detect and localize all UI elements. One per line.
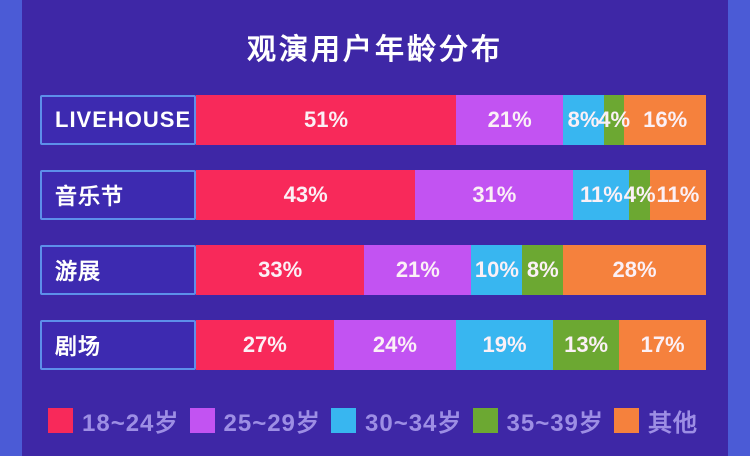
legend-label: 18~24岁 [82, 410, 180, 437]
bar-segment: 51% [196, 95, 457, 145]
legend-label: 25~29岁 [223, 410, 321, 437]
bar-segment: 27% [196, 320, 334, 370]
chart-row: 剧场 27% 24% 19% 13% 17% [40, 320, 728, 370]
legend-item: 30~34岁 [331, 403, 462, 438]
category-label-box: 音乐节 [40, 170, 196, 220]
legend-swatch [48, 408, 73, 433]
legend-item: 35~39岁 [472, 403, 604, 438]
segment-value-label: 24% [372, 332, 417, 357]
segment-value-label: 4% [598, 107, 631, 132]
bar-segment: 21% [364, 245, 472, 295]
segment-value-label: 11% [656, 182, 700, 207]
bar-segment: 13% [552, 320, 620, 370]
bar-segment: 8% [522, 245, 564, 295]
bar-segment: 17% [619, 320, 706, 370]
bar-segment: 21% [456, 95, 564, 145]
legend-item: 18~24岁 [48, 403, 179, 438]
category-label: LIVEHOUSE [55, 107, 192, 132]
segment-value-label: 31% [472, 182, 517, 207]
category-label: 音乐节 [55, 184, 125, 209]
segment-value-label: 19% [482, 332, 527, 357]
legend-item: 其他 [614, 403, 698, 438]
bar-segment: 4% [598, 95, 630, 145]
category-label-box: 剧场 [40, 320, 196, 370]
legend-item: 25~29岁 [189, 403, 321, 438]
segment-value-label: 28% [612, 257, 657, 282]
bar-segment: 28% [563, 245, 706, 295]
chart-row: LIVEHOUSE 51% 21% 8% 4% 16% [40, 95, 728, 145]
segment-value-label: 21% [487, 107, 532, 132]
bar-segment: 4% [624, 170, 656, 220]
legend-swatch [472, 408, 498, 433]
segment-value-label: 21% [395, 257, 440, 282]
category-label-box: 游展 [40, 245, 196, 295]
legend-label: 其他 [648, 410, 698, 437]
segment-value-label: 43% [283, 182, 328, 207]
segment-value-label: 11% [580, 182, 623, 207]
segment-value-label: 8% [567, 107, 600, 132]
legend-label: 30~34岁 [365, 410, 463, 437]
bar-segment: 11% [573, 170, 630, 220]
bar-segment: 19% [456, 320, 553, 370]
segment-value-label: 4% [623, 182, 656, 207]
chart-row: 游展 33% 21% 10% 8% 28% [40, 245, 728, 295]
segment-value-label: 8% [526, 257, 559, 282]
bar-segment: 11% [649, 170, 706, 220]
chart-legend: 18~24岁 25~29岁 30~34岁 35~39岁 其他 [22, 403, 728, 438]
bar-segment: 31% [415, 170, 574, 220]
segment-value-label: 16% [643, 107, 688, 132]
category-label: 剧场 [55, 334, 102, 359]
segment-value-label: 51% [304, 107, 349, 132]
segment-value-label: 27% [242, 332, 287, 357]
segment-value-label: 33% [258, 257, 303, 282]
bar-segment: 8% [563, 95, 604, 145]
category-label: 游展 [55, 259, 102, 284]
chart-panel: 观演用户年龄分布 LIVEHOUSE 51% 21% 8% 4% 16% 音乐节 43% 31%… [22, 0, 728, 456]
bar-segment: 10% [471, 245, 523, 295]
stacked-bar: 43% 31% 11% 4% 11% [196, 170, 706, 220]
segment-value-label: 10% [474, 257, 519, 282]
bar-segment: 43% [196, 170, 416, 220]
bar-segment: 33% [196, 245, 365, 295]
stacked-bar: 33% 21% 10% 8% 28% [196, 245, 706, 295]
legend-swatch [331, 408, 356, 433]
category-label-box: LIVEHOUSE [40, 95, 196, 145]
stacked-bar: 27% 24% 19% 13% 17% [196, 320, 706, 370]
chart-rows: LIVEHOUSE 51% 21% 8% 4% 16% 音乐节 43% 31% 11% 4% 11% 游… [22, 95, 728, 370]
bar-segment: 16% [624, 95, 706, 145]
bar-segment: 24% [333, 320, 457, 370]
legend-label: 35~39岁 [506, 410, 604, 437]
legend-swatch [189, 408, 215, 433]
legend-swatch [614, 408, 639, 433]
segment-value-label: 13% [564, 332, 609, 357]
chart-title: 观演用户年龄分布 [246, 34, 503, 66]
stacked-bar: 51% 21% 8% 4% 16% [196, 95, 706, 145]
chart-row: 音乐节 43% 31% 11% 4% 11% [40, 170, 728, 220]
segment-value-label: 17% [640, 332, 685, 357]
